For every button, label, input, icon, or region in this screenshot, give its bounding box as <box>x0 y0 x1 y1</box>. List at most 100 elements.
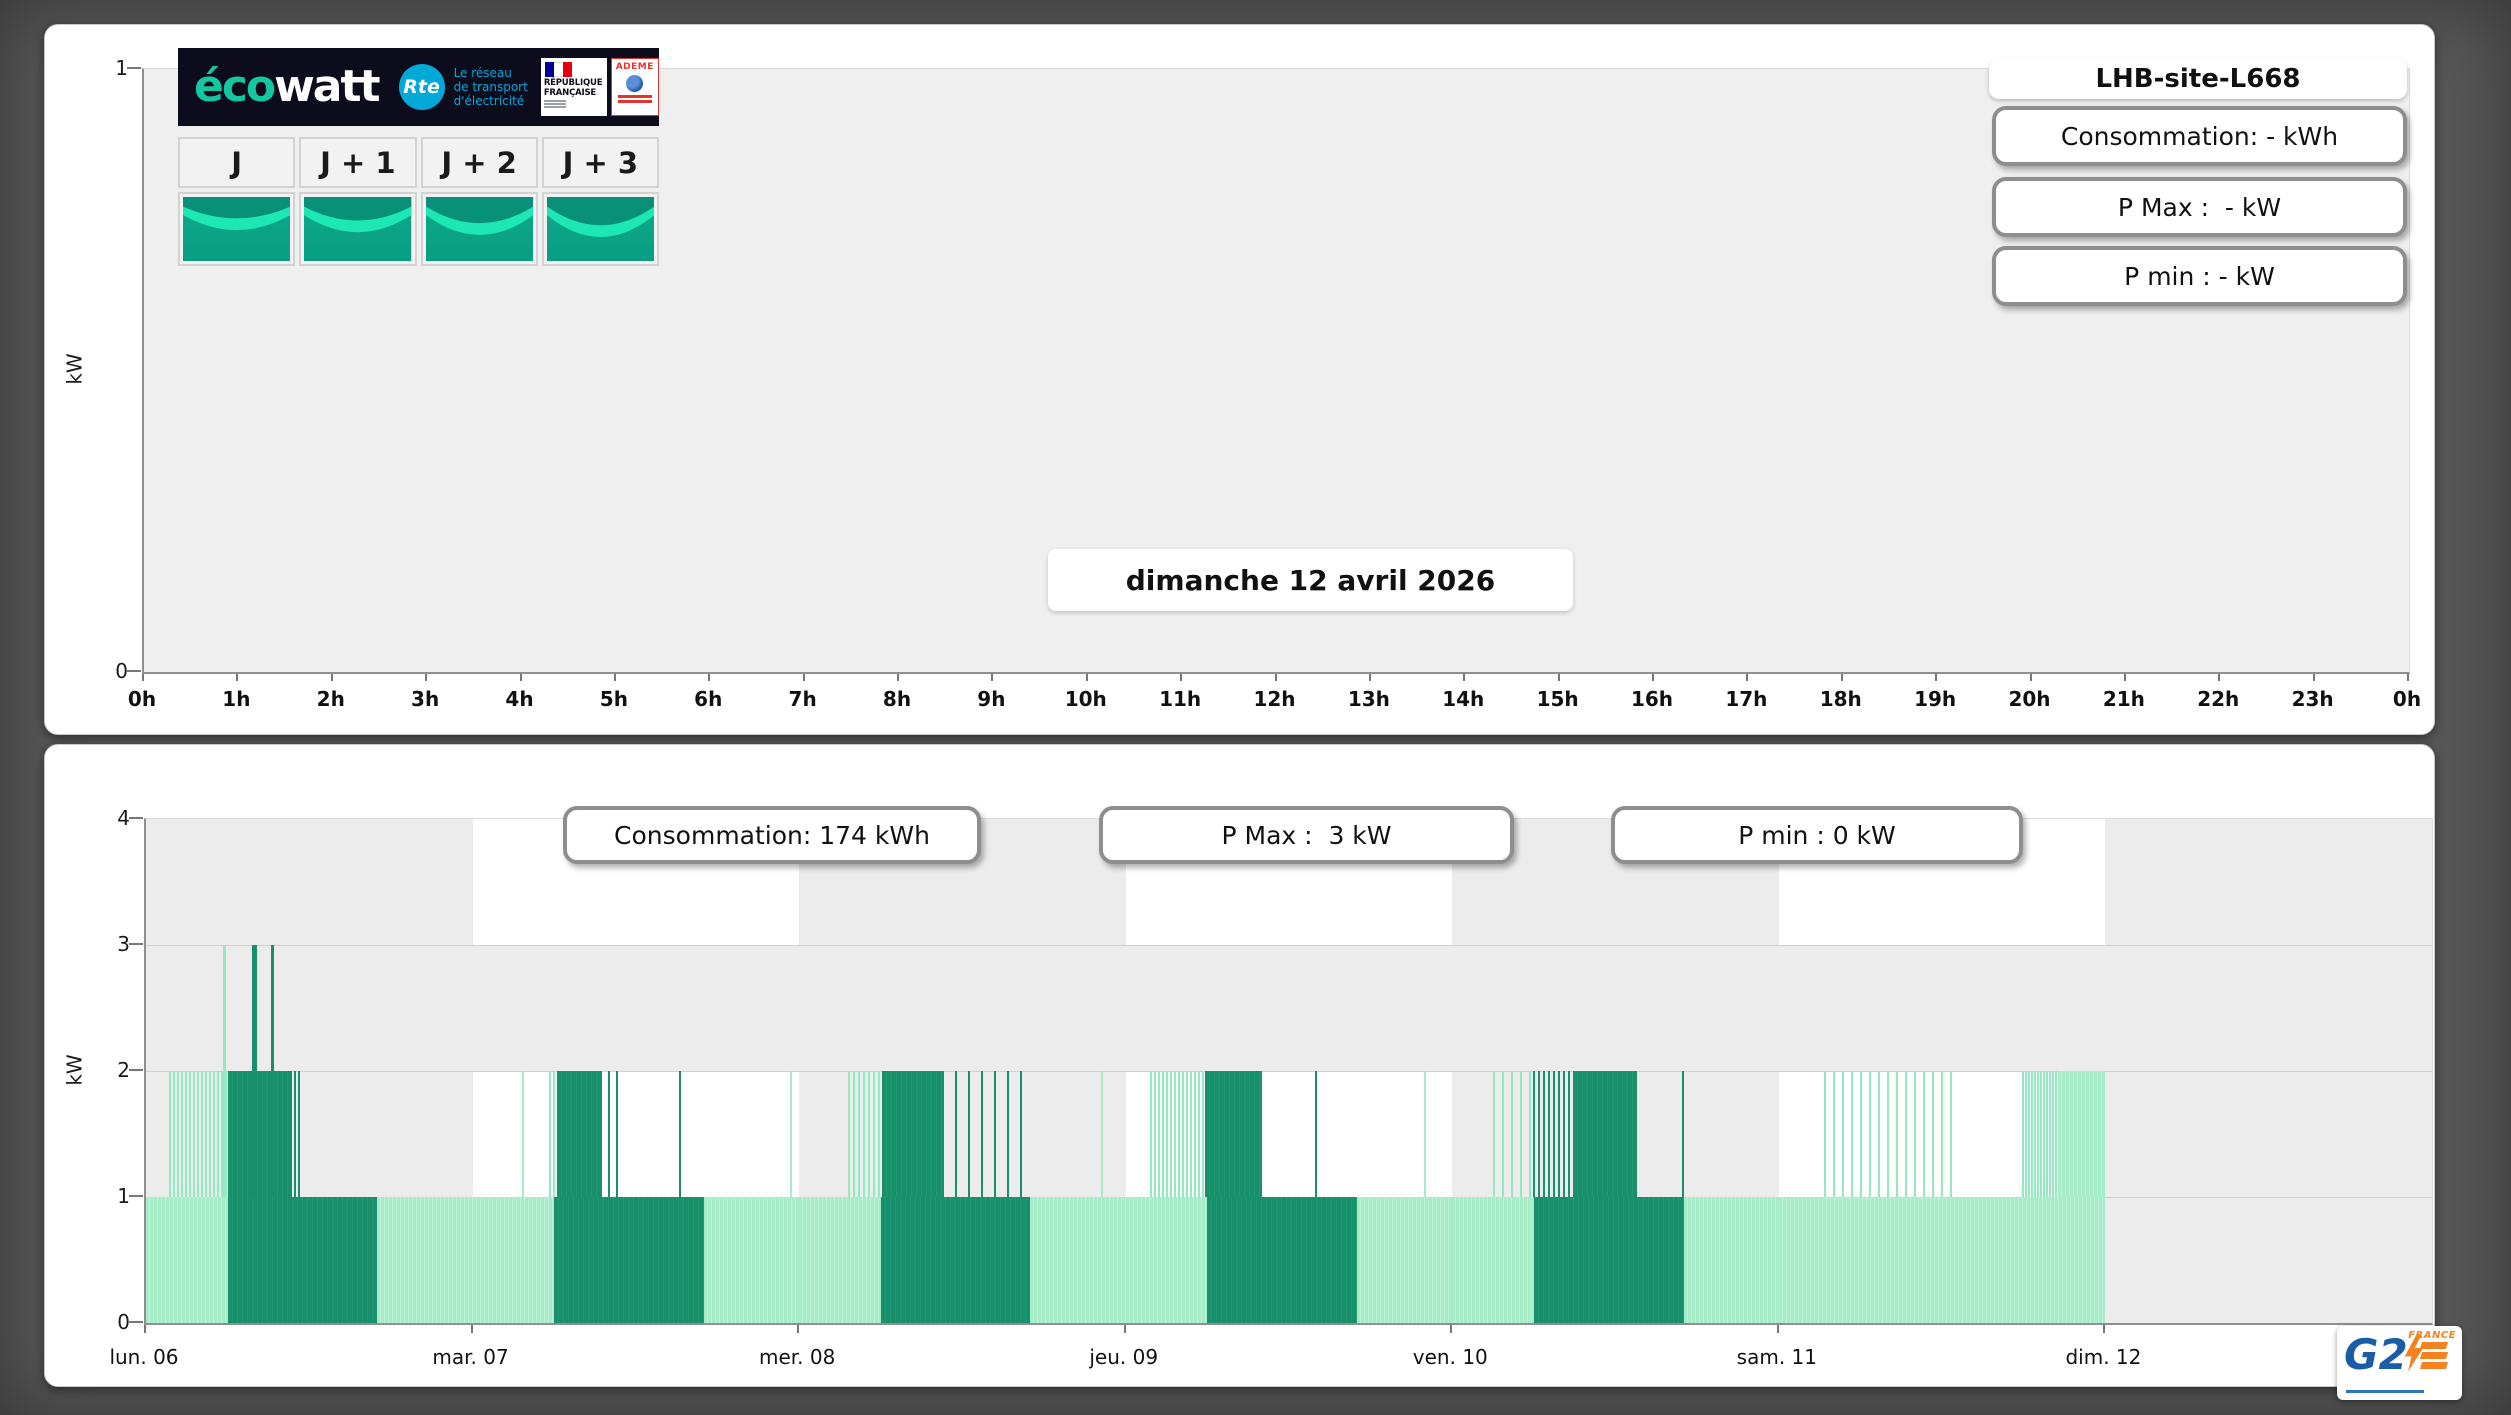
week-chart-panel: kW Consommation: 174 kWh P Max : 3 kW P … <box>44 744 2435 1387</box>
x-tick-label: 20h <box>2008 687 2051 711</box>
tab-day-0[interactable]: J <box>178 137 296 188</box>
spike-3kw-dark <box>254 945 258 1197</box>
ecowatt-gauge-day-0[interactable] <box>178 192 296 266</box>
peak-2kw-bars-light <box>169 1071 228 1197</box>
x-tick-mark <box>470 1325 473 1333</box>
ecowatt-signal-gauges <box>178 192 659 266</box>
x-tick-mark <box>897 674 899 681</box>
x-tick-mark <box>1840 674 1843 681</box>
peak-2kw-bars-dark <box>1573 1071 1638 1197</box>
x-tick-mark <box>236 674 239 681</box>
peak-2kw-bars-dark <box>882 1071 942 1197</box>
peak-2kw-bars-light <box>1101 1071 1104 1197</box>
y-tick-mark <box>129 943 143 945</box>
x-tick-mark <box>991 674 994 681</box>
green-signal-gauge-image <box>546 197 654 261</box>
x-tick-mark <box>330 674 333 681</box>
base-load-bar-light <box>799 1197 881 1323</box>
gridline <box>146 1071 2432 1072</box>
gray-horizontal-band <box>146 945 2432 1071</box>
x-tick-mark <box>613 674 616 681</box>
g2e-france-logo: G2 FRANCE <box>2337 1326 2462 1400</box>
x-tick-label: 0h <box>127 687 157 711</box>
x-tick-label: 7h <box>788 687 817 711</box>
g2e-tagline-line <box>2346 1390 2424 1393</box>
y-tick-label: 1 <box>117 1184 130 1208</box>
x-tick-label: 1h <box>222 687 251 711</box>
peak-2kw-bars-light <box>848 1071 883 1197</box>
x-tick-label: 18h <box>1819 687 1862 711</box>
ecowatt-gauge-day-1[interactable] <box>299 192 417 266</box>
x-tick-label: 5h <box>599 687 628 711</box>
x-day-label: sam. 11 <box>1736 1345 1817 1369</box>
x-tick-mark <box>519 674 522 681</box>
base-load-bar-light <box>146 1197 228 1323</box>
x-tick-mark <box>1776 1325 1779 1333</box>
ecowatt-logo-bar: écowatt Rte Le réseau de transport d'éle… <box>178 48 659 126</box>
peak-2kw-bars-dark <box>942 1071 1031 1197</box>
week-chart-plot[interactable] <box>144 818 2433 1325</box>
site-title: LHB-site-L668 <box>1989 58 2407 99</box>
x-tick-mark <box>1746 674 1749 681</box>
ademe-caption-lines <box>612 95 658 103</box>
rte-tagline-line: de transport <box>453 80 528 94</box>
rte-tagline-line: Le réseau <box>453 66 512 80</box>
x-tick-label: 9h <box>977 687 1006 711</box>
g2e-france-text: FRANCE <box>2408 1330 2456 1341</box>
peak-2kw-bars-light <box>1823 1071 1959 1197</box>
gridline <box>146 945 2432 946</box>
peak-2kw-bars-dark <box>1682 1071 1685 1197</box>
g2e-e-stripes <box>2419 1342 2449 1372</box>
x-tick-mark <box>1463 674 1466 681</box>
stat-consumption-week: Consommation: 174 kWh <box>563 806 981 864</box>
y-tick-mark <box>129 1195 143 1197</box>
base-load-bar-dark <box>880 1197 1031 1323</box>
ecowatt-watt-text: watt <box>274 61 380 112</box>
x-tick-label: 21h <box>2102 687 2145 711</box>
base-load-bar-light <box>1683 1197 1779 1323</box>
base-load-bar-light <box>703 1197 800 1323</box>
stat-pmin-day: P min : - kW <box>1992 246 2407 306</box>
green-signal-gauge-image <box>304 197 412 261</box>
base-load-bar-light <box>1030 1197 1126 1323</box>
ecowatt-gauge-day-3[interactable] <box>541 192 659 266</box>
x-tick-mark <box>144 1325 146 1333</box>
x-day-label: mer. 08 <box>758 1345 836 1369</box>
peak-2kw-bars-dark <box>679 1071 682 1197</box>
peak-2kw-bars-light <box>1423 1071 1426 1197</box>
x-tick-mark <box>708 674 711 681</box>
x-tick-label: 4h <box>505 687 534 711</box>
x-tick-mark <box>1274 674 1277 681</box>
stat-pmax-week: P Max : 3 kW <box>1099 806 1514 864</box>
rte-logo-icon: Rte <box>398 64 445 110</box>
green-signal-gauge-image <box>425 197 533 261</box>
stat-consumption-day: Consommation: - kWh <box>1992 106 2407 166</box>
x-day-label: dim. 12 <box>2065 1345 2142 1369</box>
base-load-bar-dark <box>1207 1197 1358 1323</box>
spike-3kw-dark <box>271 945 275 1197</box>
x-tick-label: 0h <box>2392 687 2422 711</box>
tab-day-1[interactable]: J + 1 <box>299 137 417 188</box>
ecowatt-eco-text: éco <box>194 61 276 112</box>
base-load-bar-light <box>1357 1197 1453 1323</box>
rte-tagline: Le réseau de transport d'électricité <box>454 66 528 108</box>
tab-day-3[interactable]: J + 3 <box>541 137 659 188</box>
spike-3kw-light <box>223 945 227 1197</box>
peak-2kw-bars-dark <box>1260 1071 1265 1197</box>
peak-2kw-bars-light <box>548 1071 557 1197</box>
x-tick-mark <box>1123 1325 1126 1333</box>
ecowatt-gauge-day-2[interactable] <box>420 192 538 266</box>
x-tick-mark <box>797 1325 800 1333</box>
base-load-bar-dark <box>227 1197 378 1323</box>
x-tick-label: 14h <box>1442 687 1485 711</box>
base-load-bar-light <box>472 1197 555 1323</box>
stat-pmax-day: P Max : - kW <box>1992 177 2407 237</box>
peak-2kw-bars-dark <box>1314 1071 1317 1197</box>
stat-pmin-week: P min : 0 kW <box>1611 806 2023 864</box>
tab-day-2[interactable]: J + 2 <box>420 137 538 188</box>
x-tick-mark <box>1180 674 1183 681</box>
peak-2kw-bars-light <box>789 1071 792 1197</box>
rte-tagline-line: d'électricité <box>453 94 525 108</box>
